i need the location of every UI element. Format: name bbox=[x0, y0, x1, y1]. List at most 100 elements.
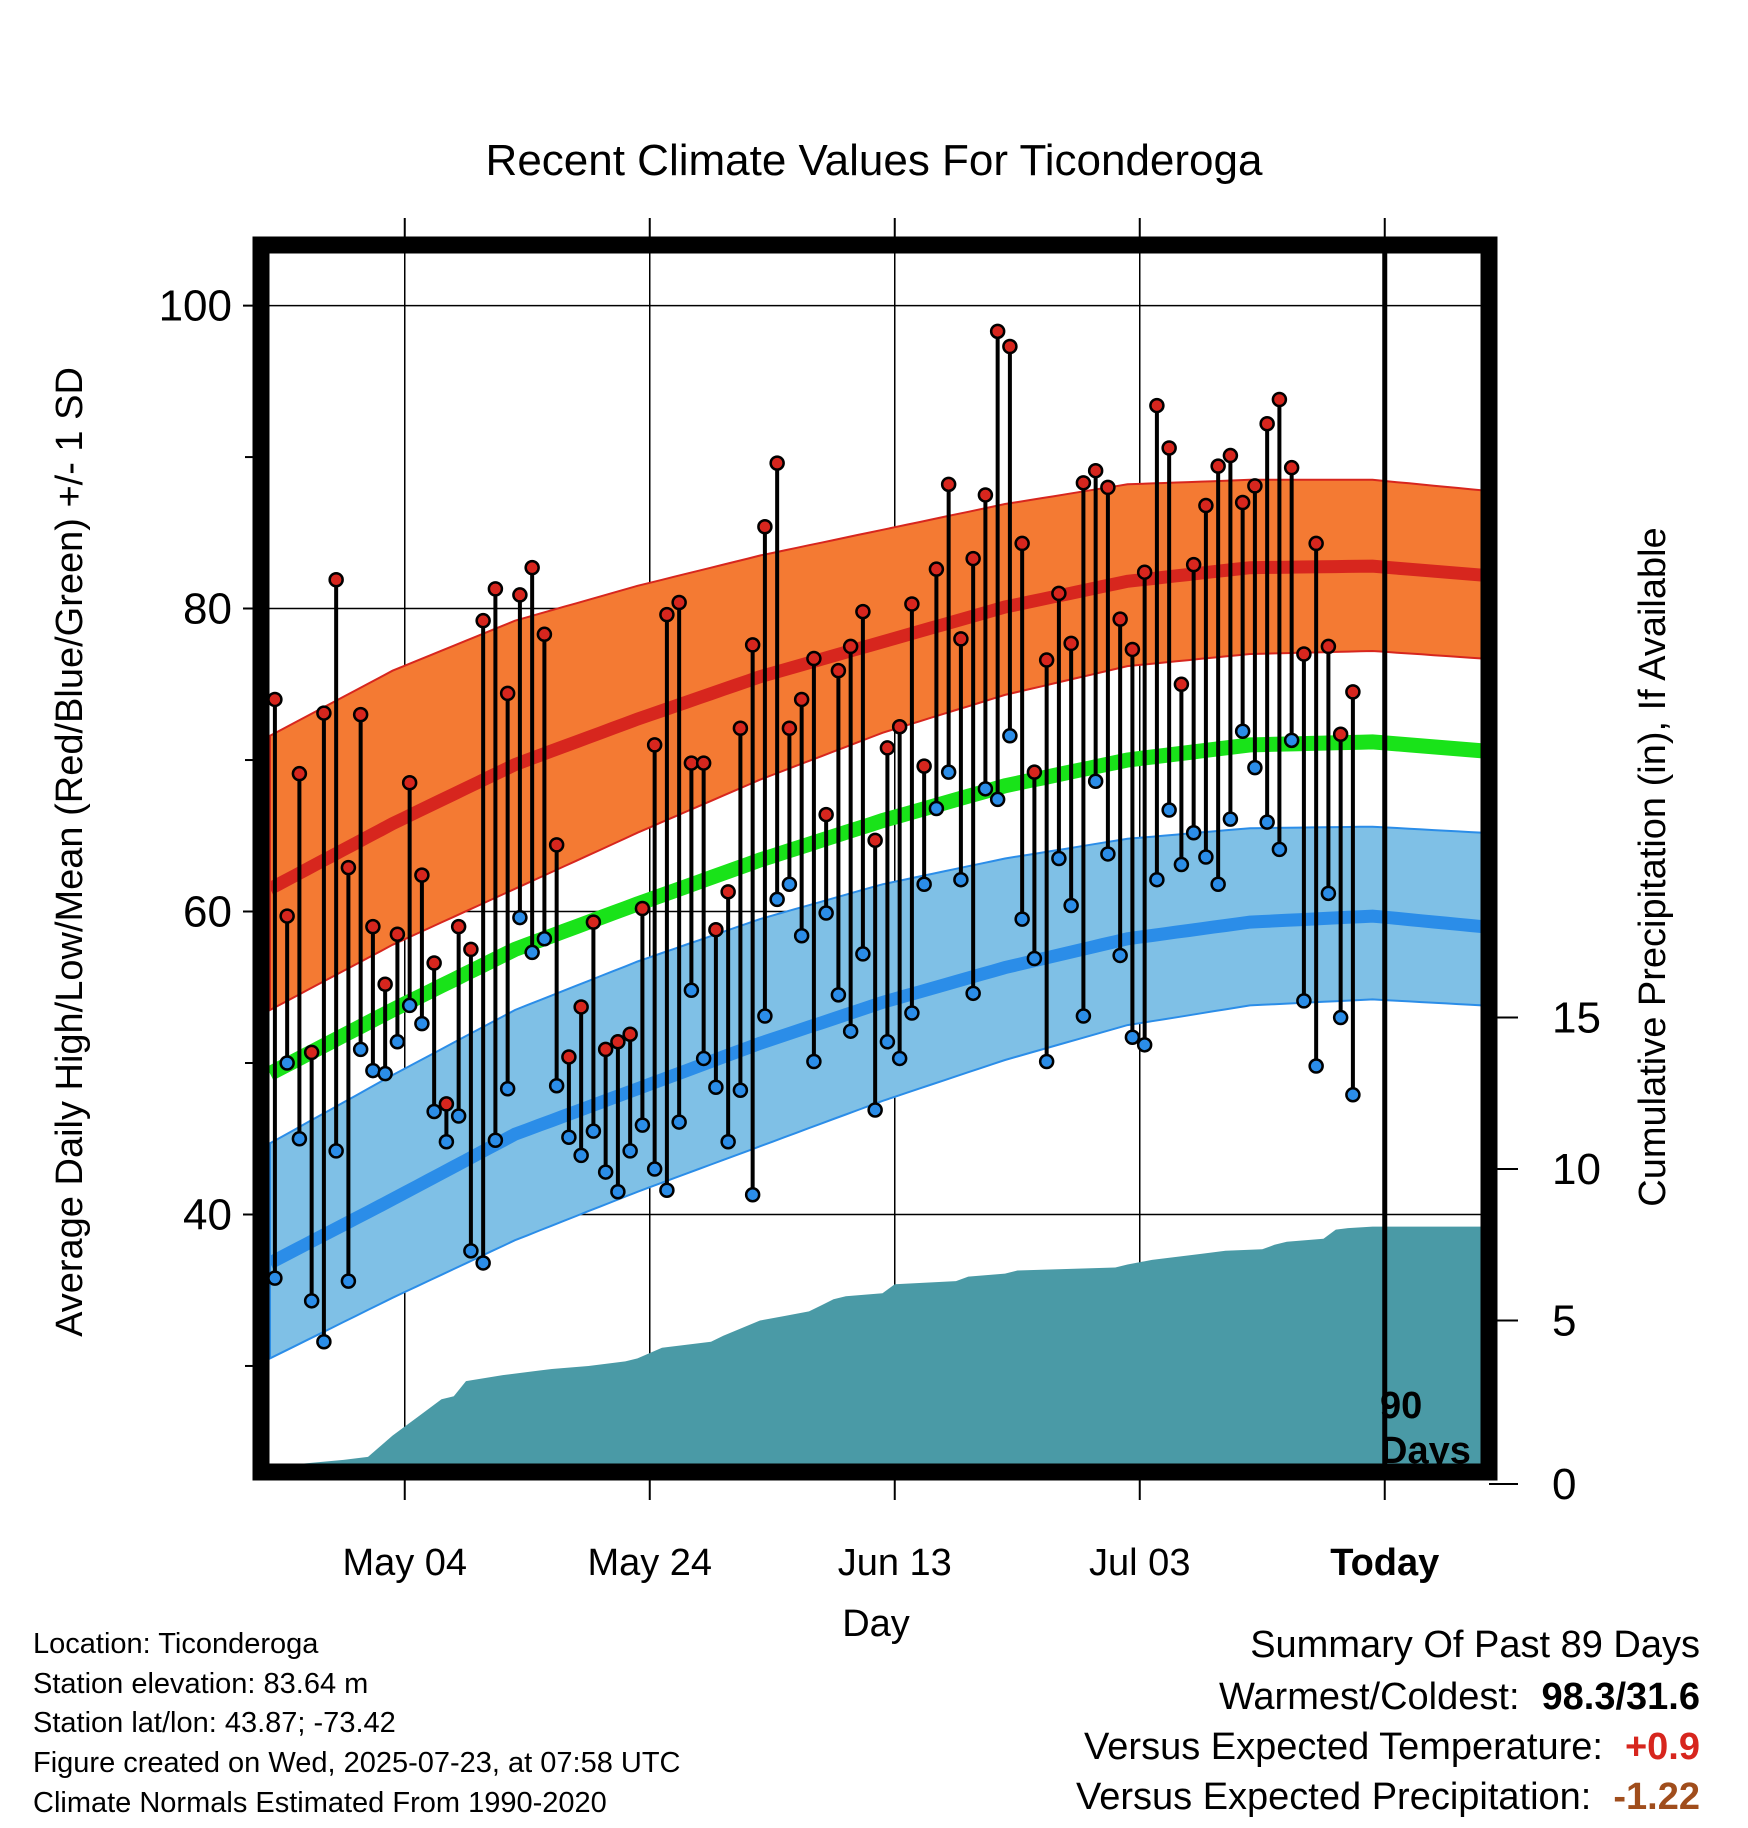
daily-high-point bbox=[389, 926, 406, 942]
daily-high-point bbox=[1063, 635, 1079, 652]
y2-axis-label: Cumulative Precipitation (in), If Availa… bbox=[1632, 527, 1674, 1206]
daily-high-point bbox=[928, 561, 945, 577]
x-tick-label: Today bbox=[1330, 1542, 1439, 1584]
daily-low-point bbox=[1247, 759, 1263, 776]
summary-precipitation: Versus Expected Precipitation: -1.22 bbox=[1076, 1776, 1700, 1819]
summary-warmest: Warmest/Coldest: 98.3/31.6 bbox=[1219, 1676, 1700, 1719]
summary-temperature-label: Versus Expected Temperature: bbox=[1084, 1726, 1603, 1768]
y-tick-label: 40 bbox=[183, 1190, 232, 1239]
daily-high-point bbox=[1161, 440, 1177, 456]
daily-high-point bbox=[634, 900, 651, 917]
daily-low-point bbox=[585, 1123, 602, 1139]
daily-high-point bbox=[916, 758, 932, 774]
y2-tick-label: 15 bbox=[1552, 994, 1601, 1043]
y2-tick-label: 5 bbox=[1552, 1297, 1576, 1346]
daily-high-point bbox=[487, 581, 504, 597]
daily-high-point bbox=[1038, 652, 1055, 668]
daily-low-point bbox=[1149, 871, 1165, 888]
daily-high-point bbox=[561, 1049, 577, 1065]
daily-high-point bbox=[328, 572, 344, 588]
daily-high-point bbox=[573, 999, 589, 1015]
summary-temperature: Versus Expected Temperature: +0.9 bbox=[1084, 1726, 1700, 1769]
daily-high-point bbox=[793, 691, 810, 708]
daily-low-point bbox=[1296, 993, 1312, 1009]
daily-high-point bbox=[475, 612, 491, 629]
daily-high-point bbox=[512, 587, 528, 603]
daily-low-point bbox=[781, 876, 798, 893]
daily-low-point bbox=[1014, 911, 1030, 927]
daily-low-point bbox=[1038, 1053, 1055, 1070]
daily-low-point bbox=[450, 1108, 467, 1124]
daily-high-point bbox=[671, 594, 687, 611]
daily-low-point bbox=[303, 1293, 320, 1309]
daily-low-point bbox=[401, 997, 418, 1014]
x-tick-label: May 04 bbox=[342, 1542, 467, 1584]
daily-low-point bbox=[1308, 1058, 1324, 1074]
daily-low-point bbox=[1332, 1009, 1349, 1026]
daily-high-point bbox=[340, 859, 357, 876]
daily-high-point bbox=[1283, 459, 1300, 476]
today-annotation-number: 90 bbox=[1380, 1385, 1422, 1427]
daily-high-point bbox=[1332, 726, 1349, 743]
daily-high-point bbox=[989, 323, 1006, 340]
daily-high-point bbox=[1296, 646, 1312, 662]
daily-low-point bbox=[365, 1062, 381, 1079]
y-tick-label: 80 bbox=[183, 585, 232, 634]
daily-low-point bbox=[867, 1102, 883, 1118]
daily-high-point bbox=[1124, 641, 1141, 658]
daily-low-point bbox=[1002, 728, 1018, 744]
daily-high-point bbox=[867, 832, 883, 849]
daily-low-point bbox=[316, 1333, 332, 1350]
daily-low-point bbox=[757, 1008, 773, 1024]
daily-low-point bbox=[1136, 1037, 1153, 1053]
daily-high-point bbox=[965, 550, 981, 567]
daily-high-point bbox=[316, 705, 332, 721]
daily-low-point bbox=[953, 871, 969, 888]
daily-low-point bbox=[732, 1082, 749, 1099]
daily-low-point bbox=[573, 1147, 589, 1164]
daily-high-point bbox=[463, 941, 479, 958]
daily-high-point bbox=[414, 867, 430, 883]
plot-frame bbox=[252, 236, 1498, 1481]
daily-low-point bbox=[904, 1005, 920, 1021]
daily-high-point bbox=[524, 559, 540, 576]
daily-low-point bbox=[818, 905, 834, 921]
daily-high-point bbox=[536, 626, 553, 643]
daily-low-point bbox=[720, 1134, 736, 1150]
daily-high-point bbox=[1247, 478, 1263, 494]
daily-low-point bbox=[389, 1034, 406, 1050]
daily-low-point bbox=[842, 1023, 859, 1039]
daily-high-point bbox=[1259, 415, 1275, 432]
plot-content bbox=[261, 245, 1489, 1472]
daily-high-point bbox=[1112, 611, 1128, 627]
daily-high-point bbox=[1087, 462, 1104, 479]
daily-low-point bbox=[1161, 802, 1177, 818]
daily-low-point bbox=[561, 1129, 577, 1145]
x-tick-label: Jul 03 bbox=[1089, 1542, 1190, 1584]
daily-low-point bbox=[352, 1041, 369, 1058]
daily-high-point bbox=[585, 914, 602, 930]
daily-high-point bbox=[1234, 494, 1251, 511]
daily-low-point bbox=[744, 1187, 761, 1203]
daily-low-point bbox=[426, 1103, 442, 1120]
daily-low-point bbox=[622, 1143, 638, 1159]
daily-low-point bbox=[512, 909, 528, 926]
info-normals: Climate Normals Estimated From 1990-2020 bbox=[33, 1787, 607, 1819]
daily-high-point bbox=[1014, 535, 1030, 552]
daily-high-point bbox=[781, 720, 798, 736]
daily-high-point bbox=[1100, 479, 1116, 496]
daily-low-point bbox=[1051, 850, 1067, 867]
daily-high-point bbox=[1222, 447, 1239, 464]
daily-high-point bbox=[659, 606, 675, 623]
info-created: Figure created on Wed, 2025-07-23, at 07… bbox=[33, 1747, 681, 1779]
summary-heading: Summary Of Past 89 Days bbox=[1250, 1624, 1700, 1667]
summary-warmest-value: 98.3/31.6 bbox=[1541, 1676, 1700, 1718]
daily-high-point bbox=[291, 765, 308, 782]
daily-high-point bbox=[377, 976, 393, 992]
daily-low-point bbox=[916, 876, 932, 893]
daily-high-point bbox=[1198, 497, 1214, 514]
daily-low-point bbox=[524, 944, 540, 961]
x-tick-label: Jun 13 bbox=[838, 1542, 952, 1584]
daily-low-point bbox=[1320, 885, 1337, 902]
